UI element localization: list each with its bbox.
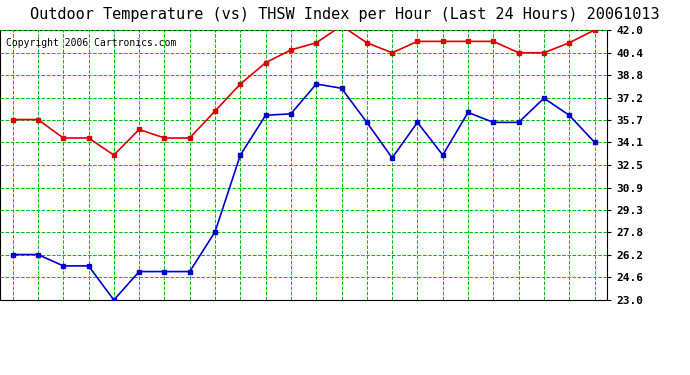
Text: 22:00: 22:00 — [564, 304, 574, 338]
Text: 01:00: 01:00 — [33, 304, 43, 338]
Text: 02:00: 02:00 — [58, 304, 68, 338]
Text: 14:00: 14:00 — [362, 304, 372, 338]
Text: Copyright 2006 Cartronics.com: Copyright 2006 Cartronics.com — [6, 38, 177, 48]
Text: Outdoor Temperature (vs) THSW Index per Hour (Last 24 Hours) 20061013: Outdoor Temperature (vs) THSW Index per … — [30, 8, 660, 22]
Text: 12:00: 12:00 — [311, 304, 322, 338]
Text: 20:00: 20:00 — [513, 304, 524, 338]
Text: 08:00: 08:00 — [210, 304, 220, 338]
Text: 00:00: 00:00 — [8, 304, 18, 338]
Text: 07:00: 07:00 — [185, 304, 195, 338]
Text: 06:00: 06:00 — [159, 304, 170, 338]
Text: 03:00: 03:00 — [83, 304, 94, 338]
Text: 18:00: 18:00 — [463, 304, 473, 338]
Text: 11:00: 11:00 — [286, 304, 296, 338]
Text: 16:00: 16:00 — [413, 304, 422, 338]
Text: 17:00: 17:00 — [437, 304, 448, 338]
Text: 19:00: 19:00 — [489, 304, 498, 338]
Text: 23:00: 23:00 — [589, 304, 600, 338]
Text: 13:00: 13:00 — [337, 304, 346, 338]
Text: 10:00: 10:00 — [261, 304, 270, 338]
Text: 09:00: 09:00 — [235, 304, 246, 338]
Text: 04:00: 04:00 — [109, 304, 119, 338]
Text: 05:00: 05:00 — [134, 304, 144, 338]
Text: 15:00: 15:00 — [387, 304, 397, 338]
Text: 21:00: 21:00 — [539, 304, 549, 338]
